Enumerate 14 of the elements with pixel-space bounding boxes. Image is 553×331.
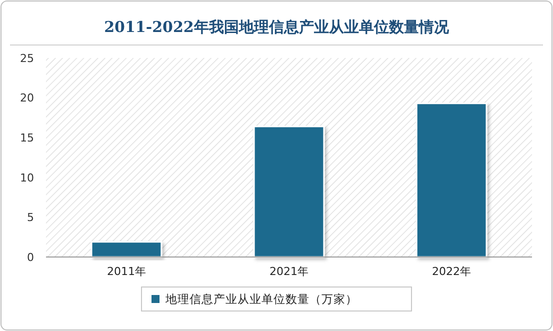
x-tick-label: 2011年 bbox=[106, 265, 146, 278]
y-tick-label: 15 bbox=[20, 131, 34, 144]
y-tick-label: 0 bbox=[27, 250, 34, 264]
y-tick-label: 10 bbox=[20, 171, 34, 184]
bar bbox=[416, 102, 488, 258]
bar bbox=[90, 241, 162, 258]
bar bbox=[253, 126, 325, 258]
legend-label: 地理信息产业从业单位数量（万家） bbox=[164, 292, 358, 306]
x-tick-label: 2022年 bbox=[432, 265, 472, 278]
x-tick-label: 2021年 bbox=[270, 265, 308, 278]
y-tick-label: 20 bbox=[20, 92, 34, 105]
chart-title: 2011-2022年我国地理信息产业从业单位数量情况 bbox=[104, 18, 450, 36]
y-tick-label: 5 bbox=[27, 211, 34, 224]
y-tick-label: 25 bbox=[20, 52, 34, 65]
